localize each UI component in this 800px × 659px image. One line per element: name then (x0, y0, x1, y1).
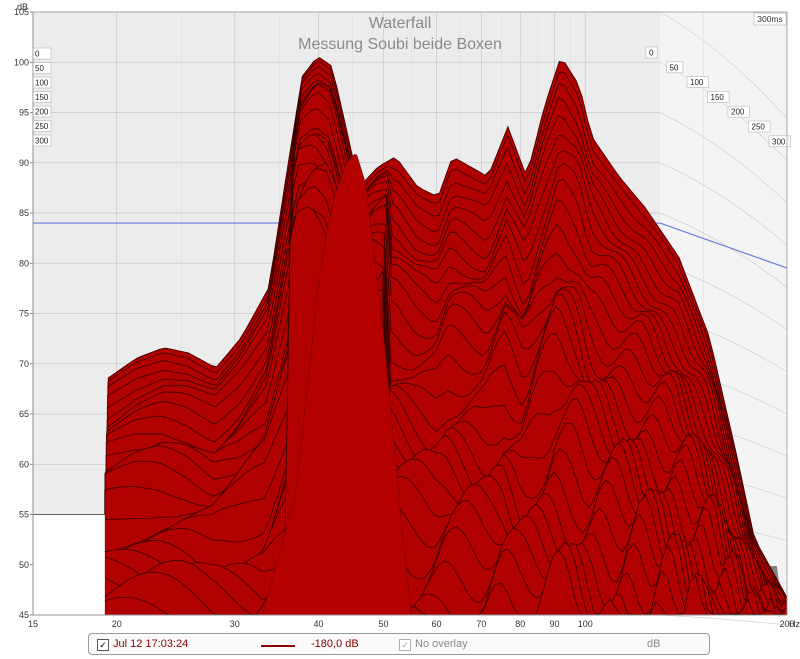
y-tick-label: 95 (19, 108, 29, 118)
waterfall-slices (33, 57, 787, 615)
time-label-left: 0 (35, 50, 40, 59)
measurement-checkbox[interactable]: ✓ (97, 639, 109, 651)
x-tick-label: 100 (578, 619, 593, 629)
overlay-checkbox[interactable]: ✓ (399, 639, 411, 651)
measurement-timestamp[interactable]: Jul 12 17:03:24 (113, 638, 189, 650)
waterfall-chart: 105 100 95 90 85 80 75 70 65 60 55 50 45 15 20 30 40 50 6… (13, 2, 800, 629)
time-label-box (666, 61, 684, 74)
chart-title: Waterfall (369, 15, 432, 32)
time-label-right: 300 (772, 137, 786, 146)
y-tick-label: 100 (14, 57, 29, 67)
x-tick-label: 15 (28, 619, 38, 629)
x-axis-unit: Hz (789, 619, 800, 629)
time-label-box (686, 76, 709, 88)
svg-text:300ms: 300ms (757, 14, 783, 24)
time-label-box (707, 91, 730, 103)
x-tick-label: 50 (378, 619, 388, 629)
time-label-box (748, 120, 771, 133)
time-label-box (727, 105, 750, 118)
time-labels-left: 0 50 100 150 200 250 300 (32, 47, 52, 147)
time-labels-right: 0 50 100 150 200 250 300 (645, 46, 791, 148)
time-axis-label: 300ms (753, 12, 787, 26)
time-label-left: 100 (35, 79, 49, 88)
time-label-left: 300 (35, 137, 49, 146)
x-tick-label: 200 (779, 619, 794, 629)
time-label-right: 250 (752, 123, 766, 132)
time-label-right: 200 (731, 108, 745, 117)
time-label-right: 50 (670, 63, 679, 72)
x-tick-label: 40 (314, 619, 324, 629)
overlay-label: No overlay (415, 638, 468, 650)
reference-line-depth (659, 222, 788, 269)
front-slice (262, 154, 412, 615)
empty-region (33, 514, 105, 615)
y-tick-label: 105 (14, 7, 29, 17)
depth-grid-line (659, 162, 788, 246)
time-label-left: 150 (35, 93, 49, 102)
x-tick-label: 60 (432, 619, 442, 629)
y-tick-label: 70 (19, 359, 29, 369)
time-label-box (645, 46, 658, 59)
series-swatch (261, 645, 295, 647)
x-tick-label: 30 (230, 619, 240, 629)
y-tick-label: 65 (19, 409, 29, 419)
depth-grid-line (659, 11, 788, 119)
plot-border (32, 11, 788, 616)
time-label-left: 50 (35, 64, 44, 73)
chart-subtitle: Messung Soubi beide Boxen (298, 36, 502, 53)
y-tick-label: 60 (19, 459, 29, 469)
y-tick-label: 75 (19, 309, 29, 319)
time-label-right: 0 (649, 49, 654, 58)
x-tick-label: 90 (550, 619, 560, 629)
y-tick-label: 90 (19, 158, 29, 168)
x-tick-label: 70 (476, 619, 486, 629)
y-tick-label: 50 (19, 560, 29, 570)
unit-label: dB (647, 638, 661, 650)
y-tick-label: 55 (19, 510, 29, 520)
waterfall-slice (101, 206, 787, 615)
x-tick-label: 80 (515, 619, 525, 629)
legend-bar: ✓ Jul 12 17:03:24 -180,0 dB ✓ No overlay… (88, 633, 710, 655)
time-label-right: 100 (690, 78, 704, 87)
time-label-right: 150 (711, 93, 725, 102)
y-axis-unit: dB (17, 2, 28, 12)
time-label-left: 200 (35, 108, 49, 117)
time-label-box (768, 135, 791, 148)
depth-grid-line (659, 212, 788, 288)
level-value: -180,0 dB (311, 638, 359, 650)
time-label-left: 250 (35, 122, 49, 131)
x-tick-label: 20 (112, 619, 122, 629)
y-tick-label: 85 (19, 208, 29, 218)
depth-grid-line (659, 614, 788, 626)
y-tick-label: 80 (19, 258, 29, 268)
depth-grid-line (659, 112, 788, 204)
y-tick-label: 45 (19, 610, 29, 620)
